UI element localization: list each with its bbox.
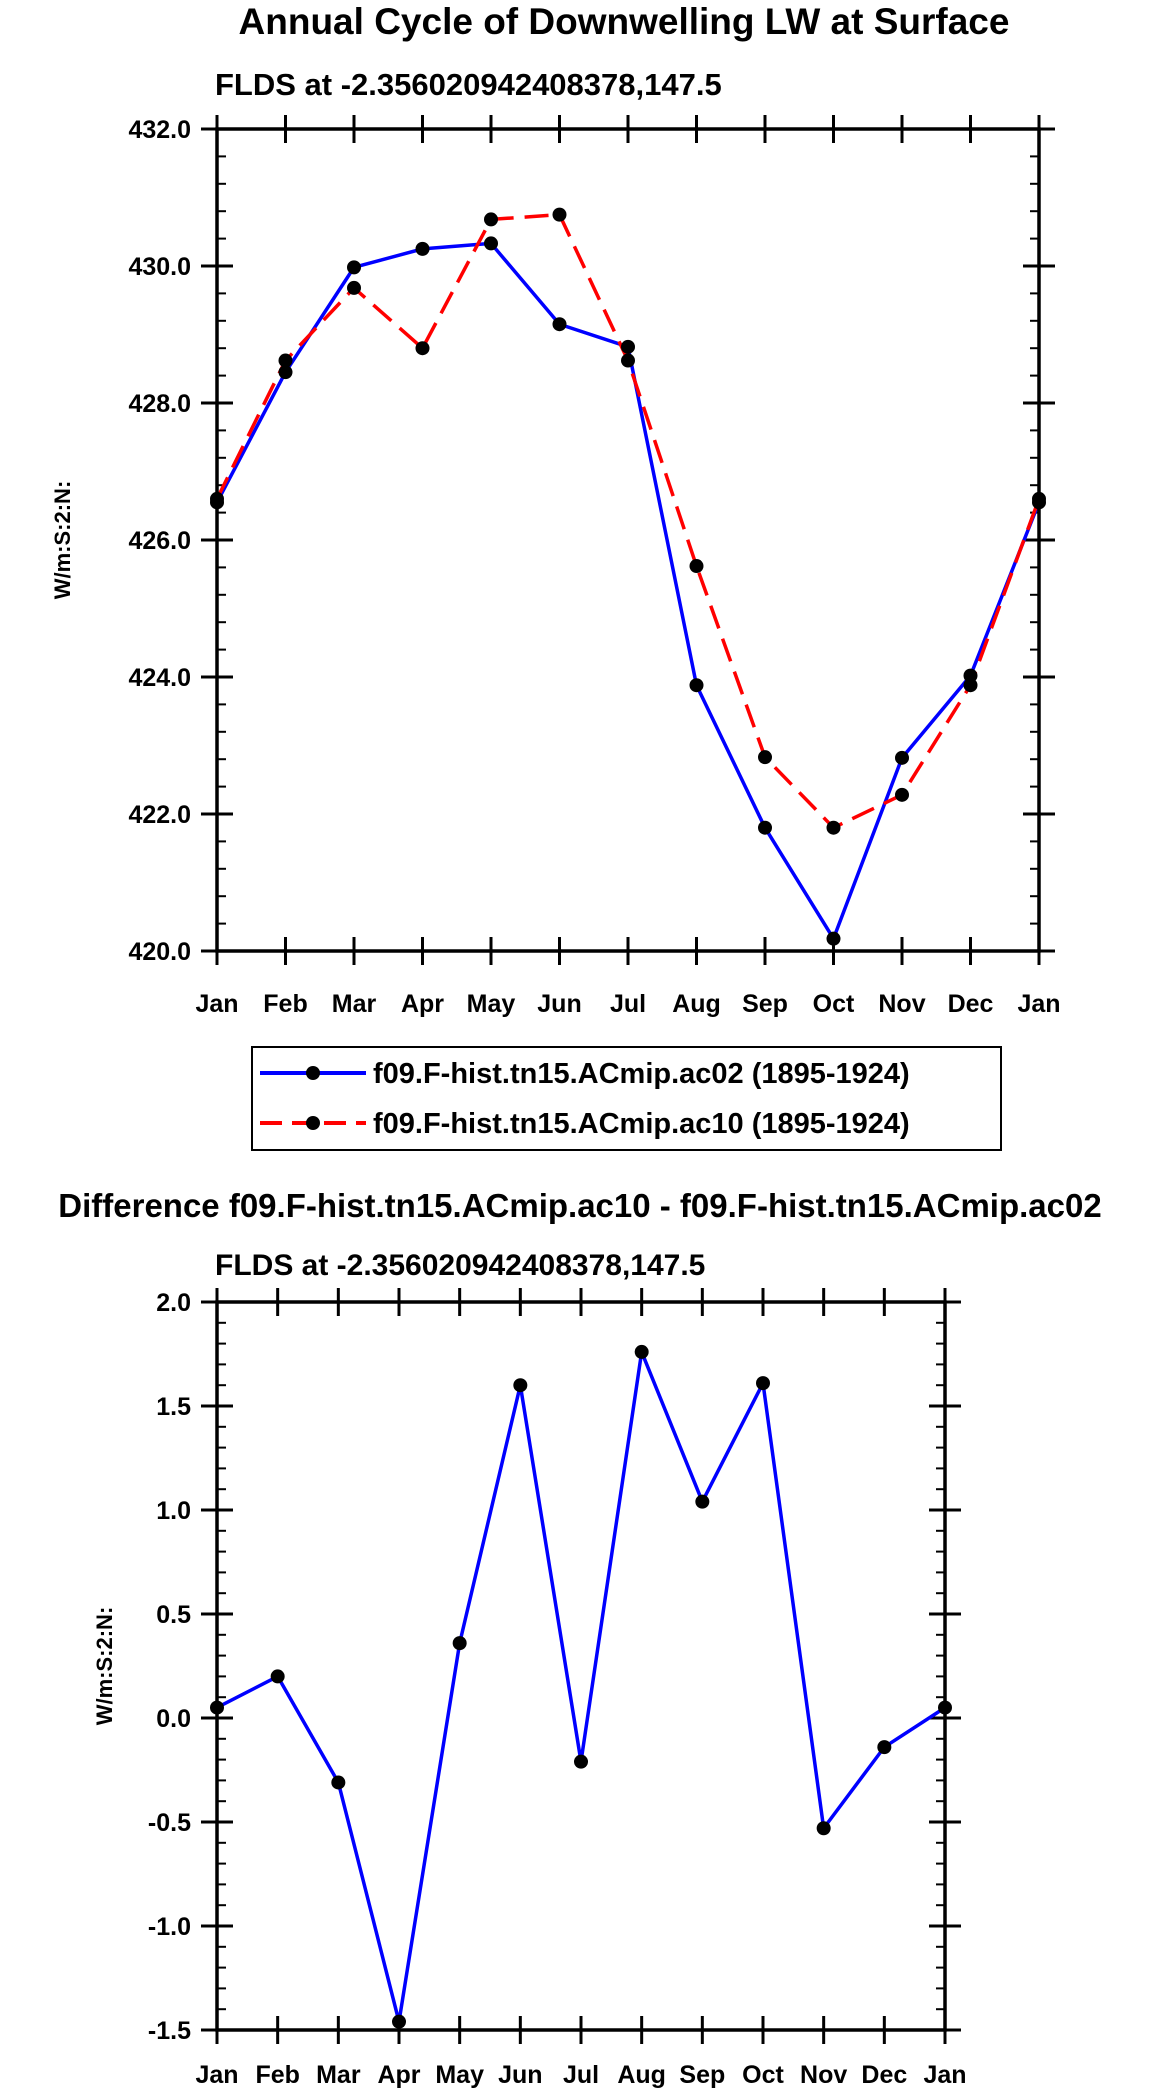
- legend-label-ac10: f09.F-hist.tn15.ACmip.ac10 (1895-1924): [373, 1108, 910, 1140]
- data-point: [826, 820, 841, 835]
- annual-cycle-chart: Annual Cycle of Downwelling LW at Surfac…: [50, 1, 1061, 1018]
- data-point: [895, 750, 909, 765]
- data-point: [278, 353, 293, 368]
- x-tick-label: Apr: [377, 2061, 420, 2089]
- data-point: [552, 317, 567, 332]
- x-tick-label: Jun: [537, 990, 581, 1018]
- data-point: [621, 339, 635, 354]
- data-point: [278, 365, 293, 380]
- x-tick-label: May: [435, 2061, 484, 2089]
- chart-subtitle: FLDS at -2.356020942408378,147.5: [215, 67, 722, 102]
- data-point: [331, 1775, 346, 1790]
- data-point: [484, 236, 498, 251]
- x-tick-label: Jan: [1017, 990, 1060, 1018]
- series-line-0: [216, 1350, 946, 2024]
- y-tick-label: -1.5: [148, 2017, 191, 2045]
- data-point: [452, 1636, 467, 1651]
- y-tick-label: 0.5: [156, 1601, 191, 1629]
- x-tick-label: Nov: [800, 2061, 847, 2089]
- series-group: [210, 207, 1046, 946]
- series-group: [210, 1344, 952, 2029]
- data-point: [877, 1740, 892, 1755]
- legend-label-ac02: f09.F-hist.tn15.ACmip.ac02 (1895-1924): [373, 1058, 910, 1090]
- legend: f09.F-hist.tn15.ACmip.ac02 (1895-1924) f…: [251, 1046, 1002, 1151]
- y-tick-label: 428.0: [128, 390, 191, 418]
- y-tick-label: 1.0: [156, 1497, 191, 1525]
- y-tick-label: 422.0: [128, 801, 191, 829]
- x-tick-label: May: [467, 990, 516, 1018]
- data-point: [552, 207, 567, 222]
- data-point: [347, 260, 361, 275]
- data-point: [756, 1376, 770, 1391]
- data-point: [574, 1754, 588, 1769]
- y-tick-label: 0.0: [156, 1705, 191, 1733]
- x-tick-label: Feb: [255, 2061, 299, 2089]
- x-tick-label: Mar: [332, 990, 377, 1018]
- x-tick-label: Jan: [195, 990, 238, 1018]
- data-point: [415, 341, 430, 356]
- legend-marker-ac10: [306, 1116, 320, 1130]
- data-point: [634, 1344, 649, 1359]
- data-point: [895, 787, 909, 802]
- data-point: [270, 1669, 285, 1684]
- chart-title: Difference f09.F-hist.tn15.ACmip.ac10 - …: [58, 1187, 1101, 1224]
- y-tick-label: -0.5: [148, 1809, 191, 1837]
- data-point: [621, 353, 635, 368]
- x-axis: Jan Feb Mar Apr May Jun Jul Aug Sep Oct Nov Dec Jan: [195, 1288, 967, 2089]
- y-axis-label: W/m:S:2:N:: [92, 1607, 117, 1726]
- legend-frame: [251, 1046, 1002, 1151]
- plot-frame: [215, 127, 1041, 953]
- plot-frame: [215, 1300, 947, 2032]
- x-tick-label: Apr: [401, 990, 444, 1018]
- data-point: [415, 241, 430, 256]
- x-tick-label: Jun: [498, 2061, 542, 2089]
- y-tick-label: 1.5: [156, 1393, 191, 1421]
- y-axis: -1.5 -1.0 -0.5 0.0 0.5 1.0 1.5 2.0: [148, 1289, 961, 2045]
- x-tick-label: Jan: [923, 2061, 966, 2089]
- x-tick-label: Dec: [861, 2061, 907, 2089]
- data-point: [689, 678, 704, 693]
- data-point: [695, 1494, 710, 1509]
- x-tick-label: Jan: [195, 2061, 238, 2089]
- y-tick-label: -1.0: [148, 1913, 191, 1941]
- data-point: [963, 678, 978, 693]
- difference-chart: Difference f09.F-hist.tn15.ACmip.ac10 - …: [58, 1187, 1101, 2089]
- y-tick-label: 2.0: [156, 1289, 191, 1317]
- x-tick-label: Aug: [672, 990, 721, 1018]
- x-tick-label: Sep: [742, 990, 788, 1018]
- chart-subtitle: FLDS at -2.356020942408378,147.5: [215, 1249, 705, 1282]
- x-tick-label: Sep: [679, 2061, 725, 2089]
- data-point: [758, 750, 772, 765]
- data-point: [484, 212, 498, 227]
- y-tick-label: 426.0: [128, 527, 191, 555]
- y-tick-label: 432.0: [128, 116, 191, 144]
- y-tick-label: 420.0: [128, 938, 191, 966]
- data-point: [963, 668, 978, 683]
- data-point: [816, 1821, 831, 1836]
- x-tick-label: Nov: [878, 990, 925, 1018]
- chart-title: Annual Cycle of Downwelling LW at Surfac…: [239, 1, 1010, 42]
- x-tick-label: Jul: [610, 990, 646, 1018]
- data-point: [347, 280, 361, 295]
- data-point: [826, 931, 841, 946]
- y-tick-label: 430.0: [128, 253, 191, 281]
- x-tick-label: Mar: [316, 2061, 361, 2089]
- y-tick-label: 424.0: [128, 664, 191, 692]
- x-tick-label: Feb: [263, 990, 307, 1018]
- data-point: [392, 2014, 406, 2029]
- data-point: [758, 820, 772, 835]
- series-line-1: [215, 212, 1041, 830]
- legend-marker-ac02: [306, 1066, 320, 1080]
- x-tick-label: Dec: [948, 990, 994, 1018]
- y-axis: 420.0 422.0 424.0 426.0 428.0 430.0 432.0: [128, 116, 1055, 966]
- data-point: [513, 1378, 528, 1393]
- x-tick-label: Oct: [742, 2061, 784, 2089]
- x-axis: Jan Feb Mar Apr May Jun Jul Aug Sep Oct Nov Dec Jan: [195, 115, 1061, 1018]
- x-tick-label: Jul: [563, 2061, 599, 2089]
- x-tick-label: Aug: [617, 2061, 666, 2089]
- y-axis-label: W/m:S:2:N:: [50, 481, 75, 600]
- data-point: [689, 559, 704, 574]
- x-tick-label: Oct: [813, 990, 855, 1018]
